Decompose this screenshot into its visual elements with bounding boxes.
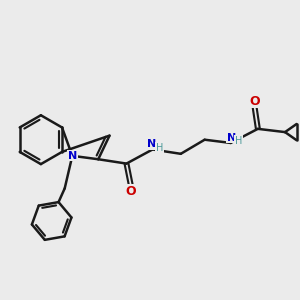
Text: N: N: [147, 139, 157, 149]
Text: N: N: [227, 133, 236, 142]
Text: O: O: [125, 185, 136, 198]
Text: H: H: [156, 142, 163, 152]
Text: O: O: [249, 95, 260, 108]
Text: N: N: [68, 151, 77, 161]
Text: H: H: [235, 136, 242, 146]
